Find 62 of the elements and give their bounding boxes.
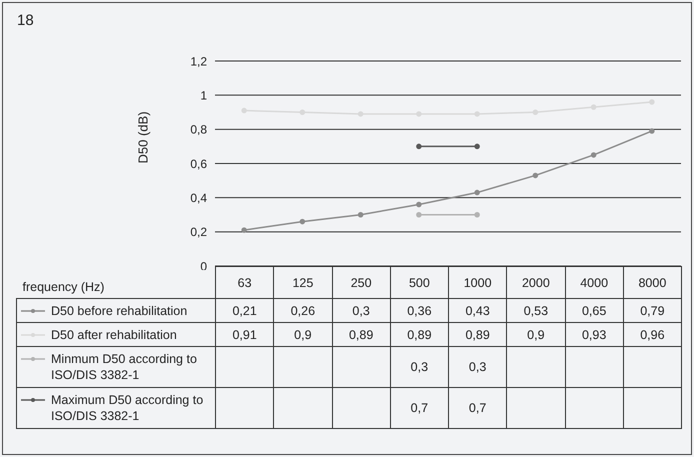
data-label: 0,21 bbox=[216, 298, 274, 322]
data-label: 0,89 bbox=[390, 322, 448, 346]
data-label: 0,53 bbox=[506, 298, 565, 322]
data-label: 0,3 bbox=[332, 298, 390, 322]
point bbox=[300, 218, 306, 224]
x-tick-label: 8000 bbox=[623, 266, 682, 298]
point bbox=[241, 227, 247, 233]
data-label: 0,36 bbox=[390, 298, 448, 322]
x-tick-label: 2000 bbox=[506, 266, 565, 298]
point bbox=[649, 99, 655, 105]
data-label: 0,9 bbox=[274, 322, 332, 346]
point bbox=[416, 202, 422, 208]
legend-label: Minmum D50 according to ISO/DIS 3382-1 bbox=[51, 351, 198, 383]
legend-label: D50 before rehabilitation bbox=[51, 302, 188, 318]
point bbox=[358, 111, 364, 117]
point bbox=[474, 144, 480, 150]
x-tick-label: 1000 bbox=[448, 266, 507, 298]
point bbox=[300, 110, 306, 115]
data-label: 0,3 bbox=[448, 346, 507, 388]
y-tick-label: 0,4 bbox=[190, 190, 208, 205]
y-tick-label: 0,2 bbox=[190, 225, 208, 240]
data-label: 0,26 bbox=[274, 298, 332, 322]
data-label: 0,9 bbox=[506, 322, 565, 346]
x-tick-label: 250 bbox=[332, 266, 390, 298]
point bbox=[474, 190, 480, 196]
point bbox=[649, 128, 655, 134]
data-label: 0,93 bbox=[565, 322, 624, 346]
point bbox=[590, 104, 596, 110]
point bbox=[241, 108, 247, 114]
point bbox=[532, 110, 538, 115]
y-tick-label: 0 bbox=[200, 259, 208, 274]
y-tick-label: 1,2 bbox=[190, 54, 208, 68]
point bbox=[416, 111, 422, 117]
data-label: 0,7 bbox=[390, 388, 448, 428]
text: frequency (Hz) bbox=[22, 280, 104, 294]
data-label: 0,79 bbox=[623, 298, 682, 322]
data-label: 0,89 bbox=[448, 322, 507, 346]
point bbox=[590, 152, 596, 158]
data-label: 0,96 bbox=[623, 322, 682, 346]
text: 18 bbox=[17, 12, 34, 29]
x-tick-label: 125 bbox=[274, 266, 332, 298]
data-label: 0,43 bbox=[448, 298, 507, 322]
legend-label: Maximum D50 according to ISO/DIS 3382-1 bbox=[51, 392, 204, 424]
data-label: 0,89 bbox=[332, 322, 390, 346]
x-tick-label: 63 bbox=[216, 266, 274, 298]
y-tick-label: 0,8 bbox=[190, 122, 208, 137]
y-axis-title: D50 (dB) bbox=[136, 111, 151, 164]
x-tick-label: 500 bbox=[390, 266, 448, 298]
point bbox=[358, 212, 364, 218]
y-tick-label: 1 bbox=[200, 88, 208, 102]
legend-label: D50 after rehabilitation bbox=[51, 326, 177, 342]
point bbox=[416, 212, 422, 218]
point bbox=[416, 144, 422, 150]
data-label: 0,91 bbox=[216, 322, 274, 346]
y-tick-label: 0,6 bbox=[190, 156, 208, 171]
data-label: 0,3 bbox=[390, 346, 448, 388]
point bbox=[474, 111, 480, 117]
point bbox=[532, 172, 538, 178]
point bbox=[474, 212, 480, 218]
data-label: 0,7 bbox=[448, 388, 507, 428]
x-tick-label: 4000 bbox=[565, 266, 624, 298]
data-label: 0,65 bbox=[565, 298, 624, 322]
